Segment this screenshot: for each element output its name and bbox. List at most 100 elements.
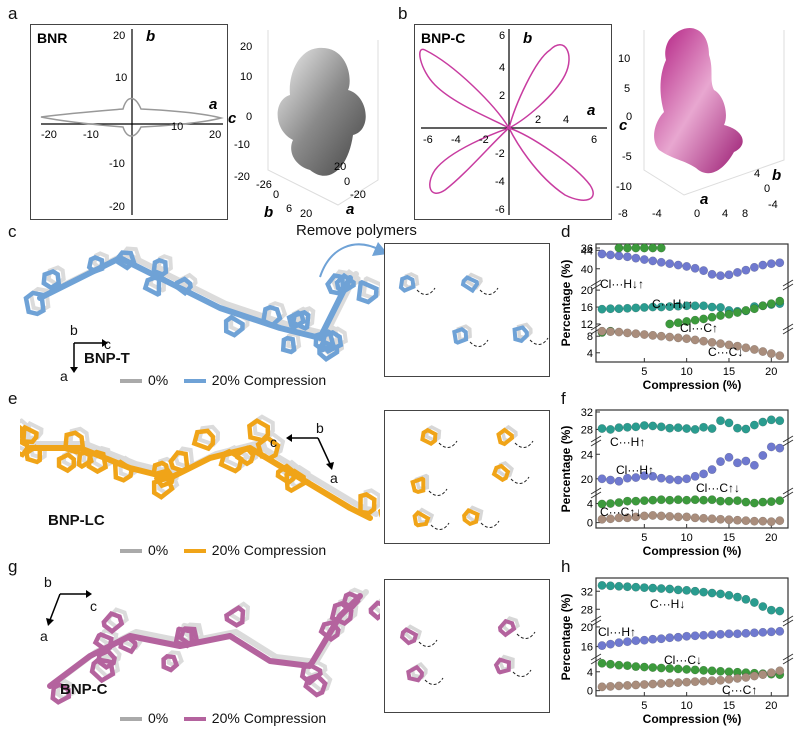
legend-c: 0% 20% Compression [120, 372, 326, 388]
bnpc-polar-plot: BNP-C b a -6 -4 -2 2 4 6 6 4 2 -2 -4 -6 [414, 24, 612, 220]
fragment [406, 662, 444, 685]
bnpc3d-b0: 4 [754, 168, 760, 180]
bnr3d-axis-a: a [346, 201, 354, 218]
y-tick-label: 16 [581, 302, 593, 314]
bnp-lc-name: BNP-LC [48, 512, 105, 529]
data-point [690, 471, 700, 481]
data-point [724, 270, 734, 280]
data-point [614, 251, 624, 261]
data-point [665, 633, 675, 643]
data-point [631, 253, 641, 263]
bnr3d-a2: -20 [350, 189, 366, 201]
data-point [741, 343, 751, 353]
data-point [716, 514, 725, 524]
data-point [614, 243, 624, 253]
data-point [690, 586, 700, 596]
data-point [622, 637, 632, 647]
bnr-polar-curve [40, 97, 224, 137]
data-point [656, 331, 666, 341]
data-point [614, 423, 624, 433]
series-C···C [597, 666, 785, 692]
data-point [614, 638, 624, 648]
data-point [732, 268, 742, 277]
data-point [656, 422, 666, 432]
data-point [732, 341, 742, 351]
data-point [614, 681, 624, 691]
bnpc-tick-x1: -4 [451, 134, 461, 146]
y-tick-label: 20 [581, 285, 593, 297]
data-point [656, 584, 666, 593]
series-C···H [597, 415, 785, 434]
data-point [639, 496, 649, 506]
fragment [491, 461, 530, 484]
fragment [410, 473, 448, 496]
data-point [699, 301, 709, 311]
data-point [665, 511, 675, 521]
data-point [741, 305, 751, 315]
data-point [673, 512, 683, 522]
y-tick-label: 8 [587, 331, 593, 343]
data-point [639, 583, 649, 593]
bnpc3d-z4: -10 [616, 181, 632, 193]
x-tick-label: 5 [641, 366, 647, 378]
data-point [766, 442, 776, 452]
data-point [631, 422, 641, 432]
data-point [724, 496, 734, 506]
data-point [682, 677, 692, 687]
bnp-c-name: BNP-C [60, 681, 108, 698]
data-point [639, 330, 649, 340]
data-point [606, 681, 615, 691]
data-point [665, 664, 675, 673]
data-point [716, 496, 725, 506]
data-point [656, 257, 666, 267]
data-point [699, 314, 709, 324]
bnpc3d-z2: 0 [626, 111, 632, 123]
data-point [775, 496, 785, 506]
data-point [597, 326, 607, 336]
data-point [749, 262, 759, 272]
y-tick-label: 0 [587, 518, 593, 530]
y-tick-label: 44 [581, 245, 593, 257]
data-point [682, 474, 692, 484]
data-point [707, 269, 717, 279]
panel-label-a: a [8, 4, 18, 23]
data-point [673, 495, 683, 505]
data-point [699, 469, 709, 479]
data-point [758, 670, 768, 680]
data-point [749, 460, 759, 470]
bnpc3d-axis-a: a [700, 191, 708, 208]
data-point [699, 266, 709, 276]
data-point [690, 495, 700, 505]
fragment [398, 272, 436, 295]
data-point [631, 243, 641, 253]
bnpc-axis-a: a [587, 102, 595, 119]
data-point [606, 639, 615, 649]
data-point [741, 456, 751, 466]
bnr-3d-surface [277, 47, 366, 176]
data-point [665, 302, 675, 312]
data-point [622, 582, 632, 592]
chart-f: 32 28 24 20 4 0 5 10 15 20 Compression (%) Percenta… [559, 407, 794, 558]
data-point [775, 443, 785, 453]
g-axis-a: a [40, 628, 48, 644]
data-point [690, 425, 700, 434]
data-point [639, 421, 649, 430]
legend-g: 0% 20% Compression [120, 710, 326, 726]
y-axis-label: Percentage (%) [559, 426, 573, 513]
data-point [665, 474, 675, 484]
y-tick-label: 36 [581, 243, 593, 255]
data-point [716, 416, 725, 426]
data-point [682, 631, 692, 641]
data-point [682, 424, 692, 434]
fragments-box-c [384, 243, 550, 377]
bnr3d-b3: 20 [300, 208, 312, 220]
bnr-tick-y3: -20 [109, 201, 125, 213]
structure-20pct [20, 418, 380, 521]
data-point [732, 515, 742, 525]
data-point [716, 589, 725, 599]
data-point [631, 636, 641, 646]
bnpc-tick-y4: -4 [495, 176, 505, 188]
bnpc3d-a3: 4 [722, 208, 728, 220]
data-point [606, 659, 615, 669]
g-axis-b: b [44, 574, 52, 590]
